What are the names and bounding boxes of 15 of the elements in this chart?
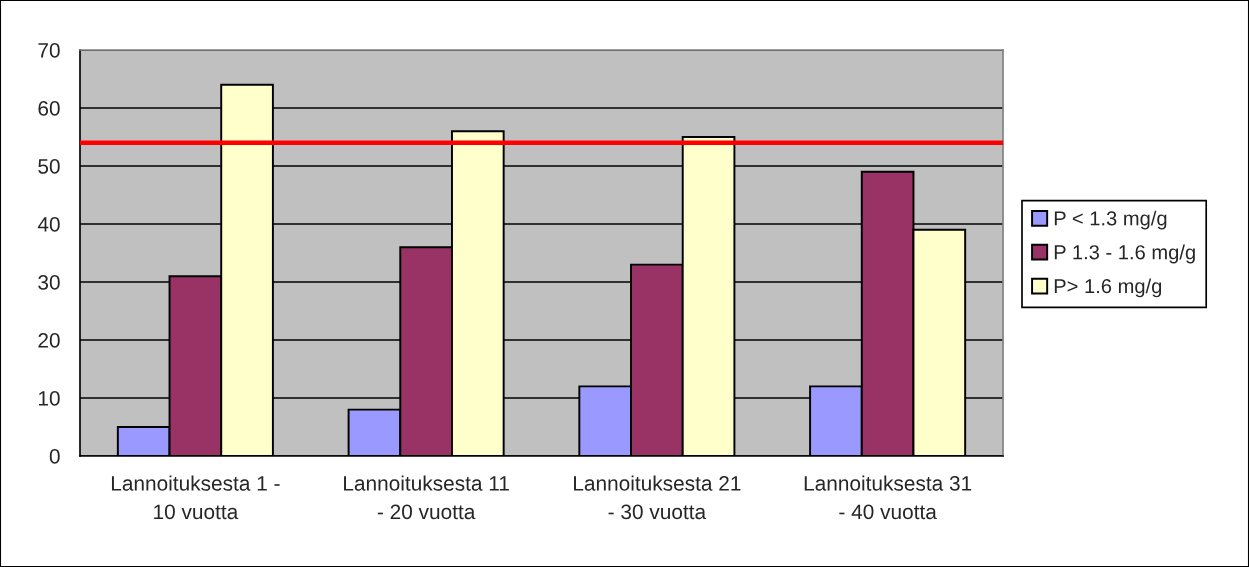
x-tick-label: Lannoituksesta 11 - 20 vuotta — [344, 475, 509, 520]
y-tick-label: 50 — [38, 159, 60, 174]
y-tick-label: 60 — [38, 101, 60, 116]
y-tick-label: 30 — [38, 275, 60, 290]
legend-label: P 1.3 - 1.6 mg/g — [1054, 244, 1195, 264]
y-tick-label: 0 — [49, 449, 60, 464]
y-tick-label: 40 — [37, 217, 60, 232]
y-tick-label: 20 — [38, 333, 60, 348]
x-tick-label: Lannoituksesta 21 - 30 vuotta — [574, 475, 741, 520]
x-tick-label: Lannoituksesta 1 - 10 vuotta — [111, 475, 280, 520]
y-tick-label: 70 — [38, 43, 60, 58]
legend-label: P> 1.6 mg/g — [1054, 278, 1162, 298]
legend-label: P < 1.3 mg/g — [1054, 210, 1167, 230]
x-tick-label: Lannoituksesta 31 - 40 vuotta — [804, 475, 972, 520]
y-tick-label: 10 — [38, 391, 60, 406]
